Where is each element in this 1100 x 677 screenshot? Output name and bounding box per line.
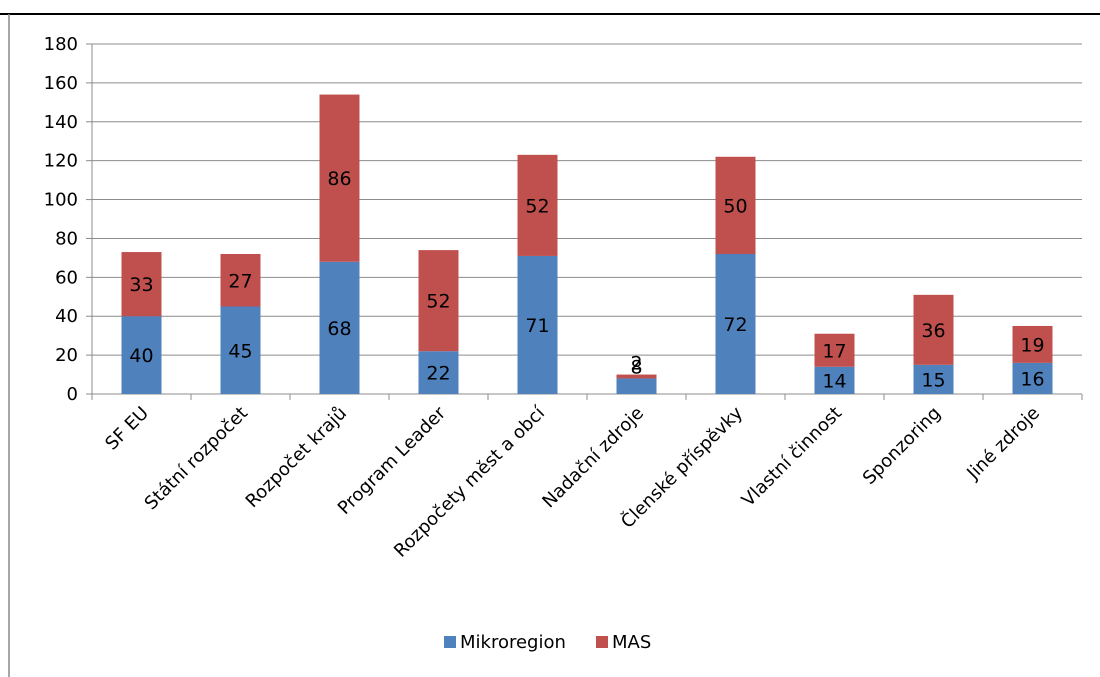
data-label: 19 bbox=[1020, 334, 1044, 356]
y-tick-label: 120 bbox=[44, 151, 78, 172]
x-category-label: Sponzoring bbox=[859, 403, 945, 489]
data-label: 8 bbox=[630, 356, 642, 378]
bar-mas bbox=[715, 156, 756, 254]
data-label: 22 bbox=[426, 363, 450, 385]
data-labels: 40 33 45 27 68 86 22 52 71 52 82 72 50 14 17 15 36 16 19 bbox=[129, 168, 1044, 392]
bar-mas bbox=[418, 250, 459, 352]
legend-label: Mikroregion bbox=[460, 632, 566, 653]
legend-swatch bbox=[596, 636, 608, 648]
bar-mas bbox=[319, 94, 360, 262]
data-label: 15 bbox=[921, 369, 945, 391]
bar-mikroregion bbox=[814, 366, 855, 394]
x-category-label: Nadační zdroje bbox=[538, 403, 648, 513]
data-label: 68 bbox=[327, 318, 351, 340]
y-tick-label: 80 bbox=[55, 228, 78, 249]
x-category-label: SF EU bbox=[101, 403, 153, 455]
bars bbox=[121, 94, 1053, 394]
data-label: 27 bbox=[228, 270, 252, 292]
bar-mikroregion bbox=[913, 364, 954, 394]
data-label: 50 bbox=[723, 195, 747, 217]
bar-mikroregion bbox=[616, 378, 657, 394]
chart-border bbox=[0, 13, 1100, 677]
bar-mikroregion bbox=[517, 255, 558, 394]
x-category-label: Státní rozpočet bbox=[141, 403, 252, 514]
legend-label: MAS bbox=[612, 632, 651, 653]
bar-mas bbox=[616, 374, 657, 379]
y-tick-label: 60 bbox=[55, 267, 78, 288]
y-tick-label: 140 bbox=[44, 112, 78, 133]
data-label: 2 bbox=[630, 353, 642, 375]
data-label: 14 bbox=[822, 370, 846, 392]
bar-mikroregion bbox=[220, 306, 261, 394]
y-tick-label: 40 bbox=[55, 306, 78, 327]
bar-mas bbox=[913, 294, 954, 365]
data-label: 52 bbox=[426, 291, 450, 313]
bar-mas bbox=[220, 254, 261, 307]
data-label: 52 bbox=[525, 195, 549, 217]
bar-mikroregion bbox=[319, 261, 360, 394]
bar-mas bbox=[1012, 325, 1053, 363]
y-tick-label: 20 bbox=[55, 345, 78, 366]
bar-mikroregion bbox=[715, 254, 756, 394]
x-category-label: Jiné zdroje bbox=[962, 403, 1044, 485]
data-label: 16 bbox=[1020, 368, 1044, 390]
data-label: 40 bbox=[129, 345, 153, 367]
data-label: 86 bbox=[327, 168, 351, 190]
data-label: 71 bbox=[525, 315, 549, 337]
bar-mas bbox=[814, 333, 855, 367]
data-label: 36 bbox=[921, 320, 945, 342]
y-tick-label: 100 bbox=[44, 190, 78, 211]
x-category-label: Vlastní činnost bbox=[738, 403, 846, 511]
data-label: 33 bbox=[129, 274, 153, 296]
legend-swatch bbox=[444, 636, 456, 648]
x-category-label: Program Leader bbox=[334, 402, 451, 519]
bar-mas bbox=[517, 154, 558, 256]
legend: Mikroregion MAS bbox=[444, 632, 651, 653]
data-label: 72 bbox=[723, 314, 747, 336]
x-category-label: Rozpočet krajů bbox=[242, 403, 351, 512]
y-tick-label: 160 bbox=[44, 73, 78, 94]
bar-mikroregion bbox=[418, 351, 459, 394]
bar-mikroregion bbox=[1012, 362, 1053, 394]
data-label: 17 bbox=[822, 340, 846, 362]
y-tick-label: 0 bbox=[67, 384, 78, 405]
bar-mikroregion bbox=[121, 316, 162, 394]
bar-mas bbox=[121, 252, 162, 317]
data-label: 45 bbox=[228, 340, 252, 362]
y-axis: 0 20 40 60 80 100 120 140 160 180 bbox=[44, 34, 93, 405]
y-tick-label: 180 bbox=[44, 34, 78, 55]
